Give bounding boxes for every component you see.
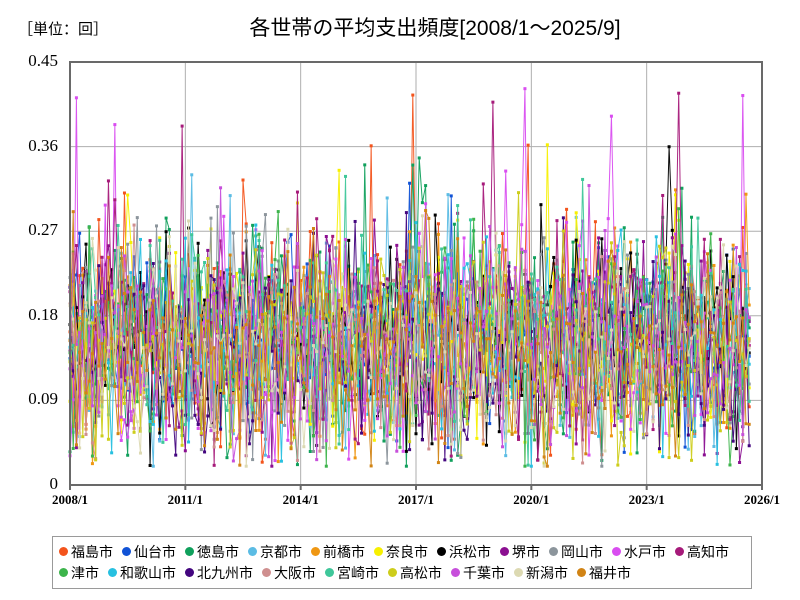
legend-item-浜松市[interactable]: 浜松市 — [437, 545, 491, 559]
legend-item-大阪市[interactable]: 大阪市 — [262, 566, 316, 580]
legend-marker-icon — [325, 568, 334, 577]
legend-label: 千葉市 — [463, 564, 505, 581]
legend-marker-icon — [59, 547, 68, 556]
chart-legend: 福島市 仙台市 徳島市 京都市 前橋市 奈良市 浜松市 堺市 岡山市 水戸市 高知市津市 和歌山市 北九… — [52, 536, 752, 589]
legend-marker-icon — [612, 547, 621, 556]
legend-marker-icon — [108, 568, 117, 577]
legend-marker-icon — [311, 547, 320, 556]
legend-label: 仙台市 — [134, 543, 176, 560]
legend-label: 新潟市 — [526, 564, 568, 581]
chart-plot-area: 0 0.09 0.18 0.27 0.36 0.45 2008/1 2011/1 2014/1 2… — [28, 51, 781, 507]
legend-label: 高知市 — [687, 543, 729, 560]
legend-label: 徳島市 — [197, 543, 239, 560]
x-axis-tick-label: 2026/1 — [743, 492, 781, 507]
legend-item-新潟市[interactable]: 新潟市 — [514, 566, 568, 580]
legend-item-徳島市[interactable]: 徳島市 — [185, 545, 239, 559]
page-title: 各世帯の平均支出頻度[2008/1～2025/9] — [249, 17, 621, 40]
legend-item-前橋市[interactable]: 前橋市 — [311, 545, 365, 559]
legend-marker-icon — [675, 547, 684, 556]
legend-label: 奈良市 — [386, 543, 428, 560]
legend-item-津市[interactable]: 津市 — [59, 566, 99, 580]
legend-label: 岡山市 — [561, 543, 603, 560]
legend-marker-icon — [374, 547, 383, 556]
legend-label: 前橋市 — [323, 543, 365, 560]
chart-series — [68, 209, 751, 468]
y-axis-tick-label: 0.18 — [28, 304, 58, 324]
y-axis-tick-label: 0.36 — [28, 135, 58, 155]
legend-label: 北九州市 — [197, 564, 253, 581]
legend-item-仙台市[interactable]: 仙台市 — [122, 545, 176, 559]
legend-item-北九州市[interactable]: 北九州市 — [185, 566, 253, 580]
legend-item-和歌山市[interactable]: 和歌山市 — [108, 566, 176, 580]
legend-marker-icon — [388, 568, 397, 577]
x-axis-tick-label: 2020/1 — [513, 492, 550, 507]
x-axis-tick-label: 2008/1 — [51, 492, 89, 507]
legend-row: 津市 和歌山市 北九州市 大阪市 宮崎市 高松市 千葉市 新潟市 福井市 — [59, 562, 745, 583]
legend-row: 福島市 仙台市 徳島市 京都市 前橋市 奈良市 浜松市 堺市 岡山市 水戸市 高知市 — [59, 541, 745, 562]
legend-label: 京都市 — [260, 543, 302, 560]
legend-label: 福島市 — [71, 543, 113, 560]
y-axis-tick-label: 0.45 — [28, 51, 58, 70]
x-axis-tick-label: 2011/1 — [167, 492, 204, 507]
x-axis-tick-label: 2014/1 — [282, 492, 319, 507]
legend-marker-icon — [262, 568, 271, 577]
y-axis-tick-label: 0.27 — [28, 220, 58, 240]
legend-marker-icon — [437, 547, 446, 556]
legend-label: 福井市 — [589, 564, 631, 581]
legend-label: 津市 — [71, 564, 99, 581]
legend-item-堺市[interactable]: 堺市 — [500, 545, 540, 559]
legend-marker-icon — [451, 568, 460, 577]
chart-series-group — [68, 87, 751, 468]
legend-marker-icon — [59, 568, 68, 577]
x-axis-tick-label: 2023/1 — [628, 492, 665, 507]
legend-item-福島市[interactable]: 福島市 — [59, 545, 113, 559]
y-axis-tick-label: 0.09 — [28, 389, 58, 409]
legend-label: 堺市 — [512, 543, 540, 560]
x-axis-tick-label: 2017/1 — [397, 492, 435, 507]
legend-item-京都市[interactable]: 京都市 — [248, 545, 302, 559]
legend-label: 水戸市 — [624, 543, 666, 560]
legend-marker-icon — [514, 568, 523, 577]
legend-item-奈良市[interactable]: 奈良市 — [374, 545, 428, 559]
legend-marker-icon — [122, 547, 131, 556]
legend-marker-icon — [185, 547, 194, 556]
legend-item-高知市[interactable]: 高知市 — [675, 545, 729, 559]
legend-marker-icon — [577, 568, 586, 577]
y-axis-tick-label: 0 — [49, 474, 59, 493]
legend-item-宮崎市[interactable]: 宮崎市 — [325, 566, 379, 580]
legend-label: 高松市 — [400, 564, 442, 581]
legend-marker-icon — [248, 547, 257, 556]
legend-item-千葉市[interactable]: 千葉市 — [451, 566, 505, 580]
legend-label: 和歌山市 — [120, 564, 176, 581]
legend-marker-icon — [549, 547, 558, 556]
chart-svg — [68, 61, 763, 490]
legend-label: 浜松市 — [449, 543, 491, 560]
legend-marker-icon — [185, 568, 194, 577]
legend-item-高松市[interactable]: 高松市 — [388, 566, 442, 580]
chart-axes — [69, 61, 763, 490]
unit-label: ［単位：回］ — [18, 21, 109, 38]
legend-marker-icon — [500, 547, 509, 556]
legend-item-福井市[interactable]: 福井市 — [577, 566, 631, 580]
legend-label: 大阪市 — [274, 564, 316, 581]
legend-label: 宮崎市 — [337, 564, 379, 581]
legend-item-水戸市[interactable]: 水戸市 — [612, 545, 666, 559]
legend-item-岡山市[interactable]: 岡山市 — [549, 545, 603, 559]
